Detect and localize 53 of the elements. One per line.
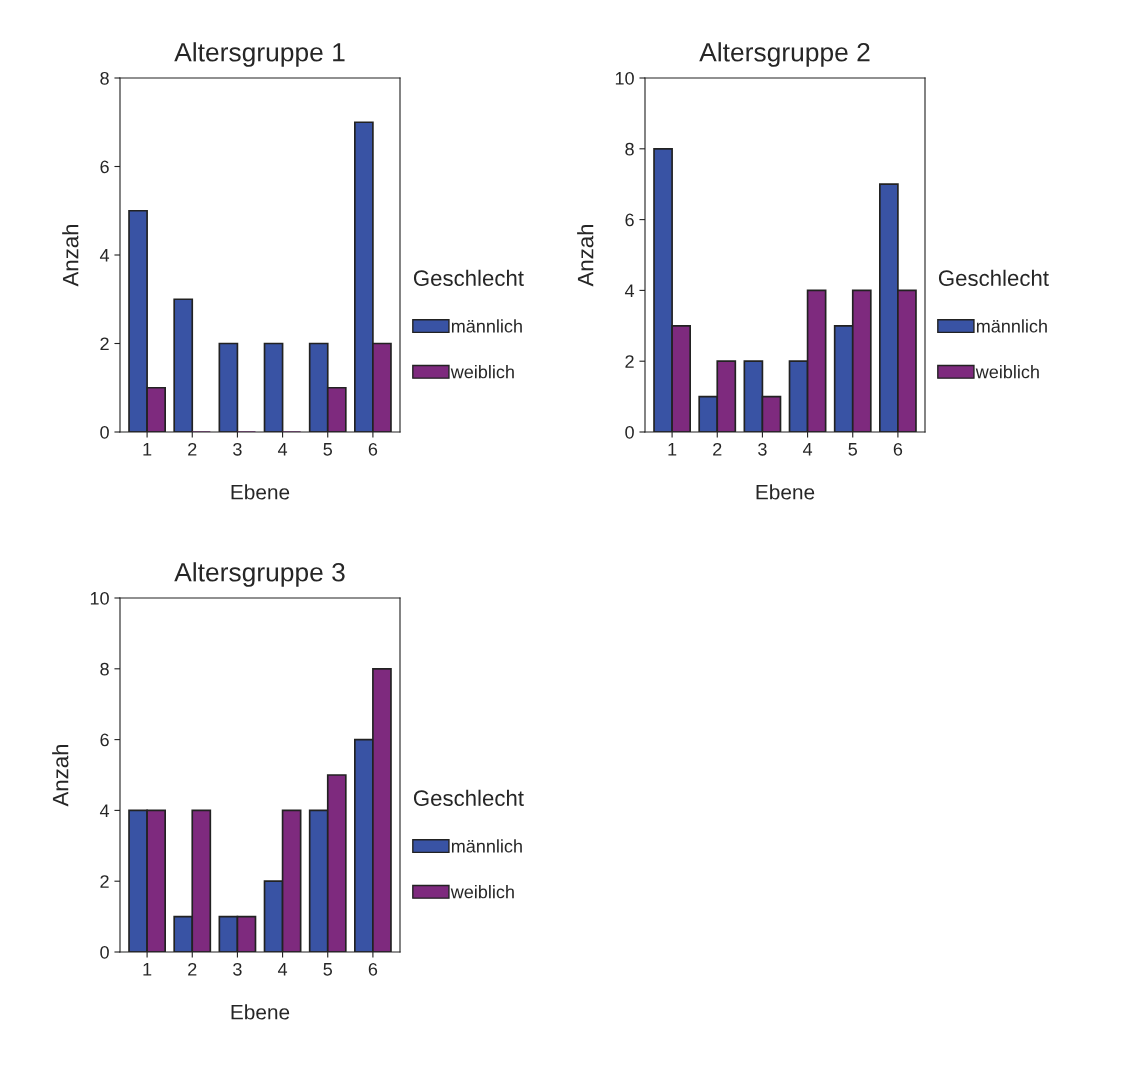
y-tick-label: 8 — [100, 662, 109, 676]
x-axis-title: Ebene — [756, 484, 815, 500]
x-tick-label: 5 — [848, 443, 858, 456]
x-axis-title: Ebene — [231, 484, 290, 500]
y-axis-title: Anzah — [52, 744, 69, 807]
y-axis-title: Anzah — [577, 224, 594, 287]
legend-label: weiblich — [450, 885, 514, 899]
y-tick-label: 4 — [99, 249, 110, 262]
chart-title: Altersgruppe 1 — [174, 42, 345, 67]
x-tick-label: 4 — [802, 443, 813, 456]
chart-title: Altersgruppe 2 — [699, 42, 870, 67]
chart-title: Altersgruppe 3 — [174, 562, 345, 587]
y-tick-label: 4 — [624, 284, 635, 297]
x-tick-label: 1 — [143, 443, 152, 456]
y-tick-label: 8 — [625, 142, 634, 156]
x-tick-label: 3 — [758, 442, 767, 456]
legend-title: Geschlecht — [938, 269, 1049, 287]
x-tick-label: 6 — [368, 962, 378, 976]
x-tick-label: 2 — [188, 962, 197, 976]
y-tick-label: 2 — [100, 337, 109, 351]
x-tick-label: 3 — [233, 442, 242, 456]
legend-label: männlich — [976, 319, 1047, 333]
x-tick-label: 6 — [893, 442, 903, 456]
legend-label: männlich — [451, 839, 522, 853]
y-tick-label: 6 — [100, 160, 109, 174]
x-axis-title: Ebene — [231, 1004, 290, 1020]
x-tick-label: 2 — [188, 442, 197, 456]
x-tick-label: 4 — [277, 963, 288, 976]
x-tick-label: 4 — [277, 443, 288, 456]
legend-title: Geschlecht — [413, 789, 524, 807]
y-tick-label: 2 — [625, 355, 634, 368]
legend-label: weiblich — [450, 365, 514, 379]
y-tick-label: 0 — [100, 945, 109, 959]
y-tick-label: 0 — [100, 425, 109, 439]
y-tick-label: 0 — [625, 425, 634, 439]
y-tick-label: 10 — [90, 591, 109, 605]
legend-title: Geschlecht — [413, 269, 524, 287]
y-tick-label: 10 — [615, 71, 634, 85]
y-tick-label: 4 — [99, 804, 110, 817]
x-tick-label: 1 — [143, 963, 152, 976]
y-tick-label: 6 — [625, 213, 634, 227]
y-tick-label: 6 — [100, 733, 109, 747]
y-tick-label: 8 — [100, 71, 109, 85]
legend-label: weiblich — [975, 365, 1039, 379]
x-tick-label: 2 — [713, 442, 722, 456]
x-tick-label: 5 — [323, 443, 333, 456]
y-axis-title: Anzah — [62, 224, 79, 287]
y-tick-label: 2 — [100, 875, 109, 888]
x-tick-label: 5 — [323, 963, 333, 976]
x-tick-label: 1 — [668, 443, 677, 456]
x-tick-label: 3 — [233, 962, 242, 976]
legend-label: männlich — [451, 319, 522, 333]
x-tick-label: 6 — [368, 442, 378, 456]
